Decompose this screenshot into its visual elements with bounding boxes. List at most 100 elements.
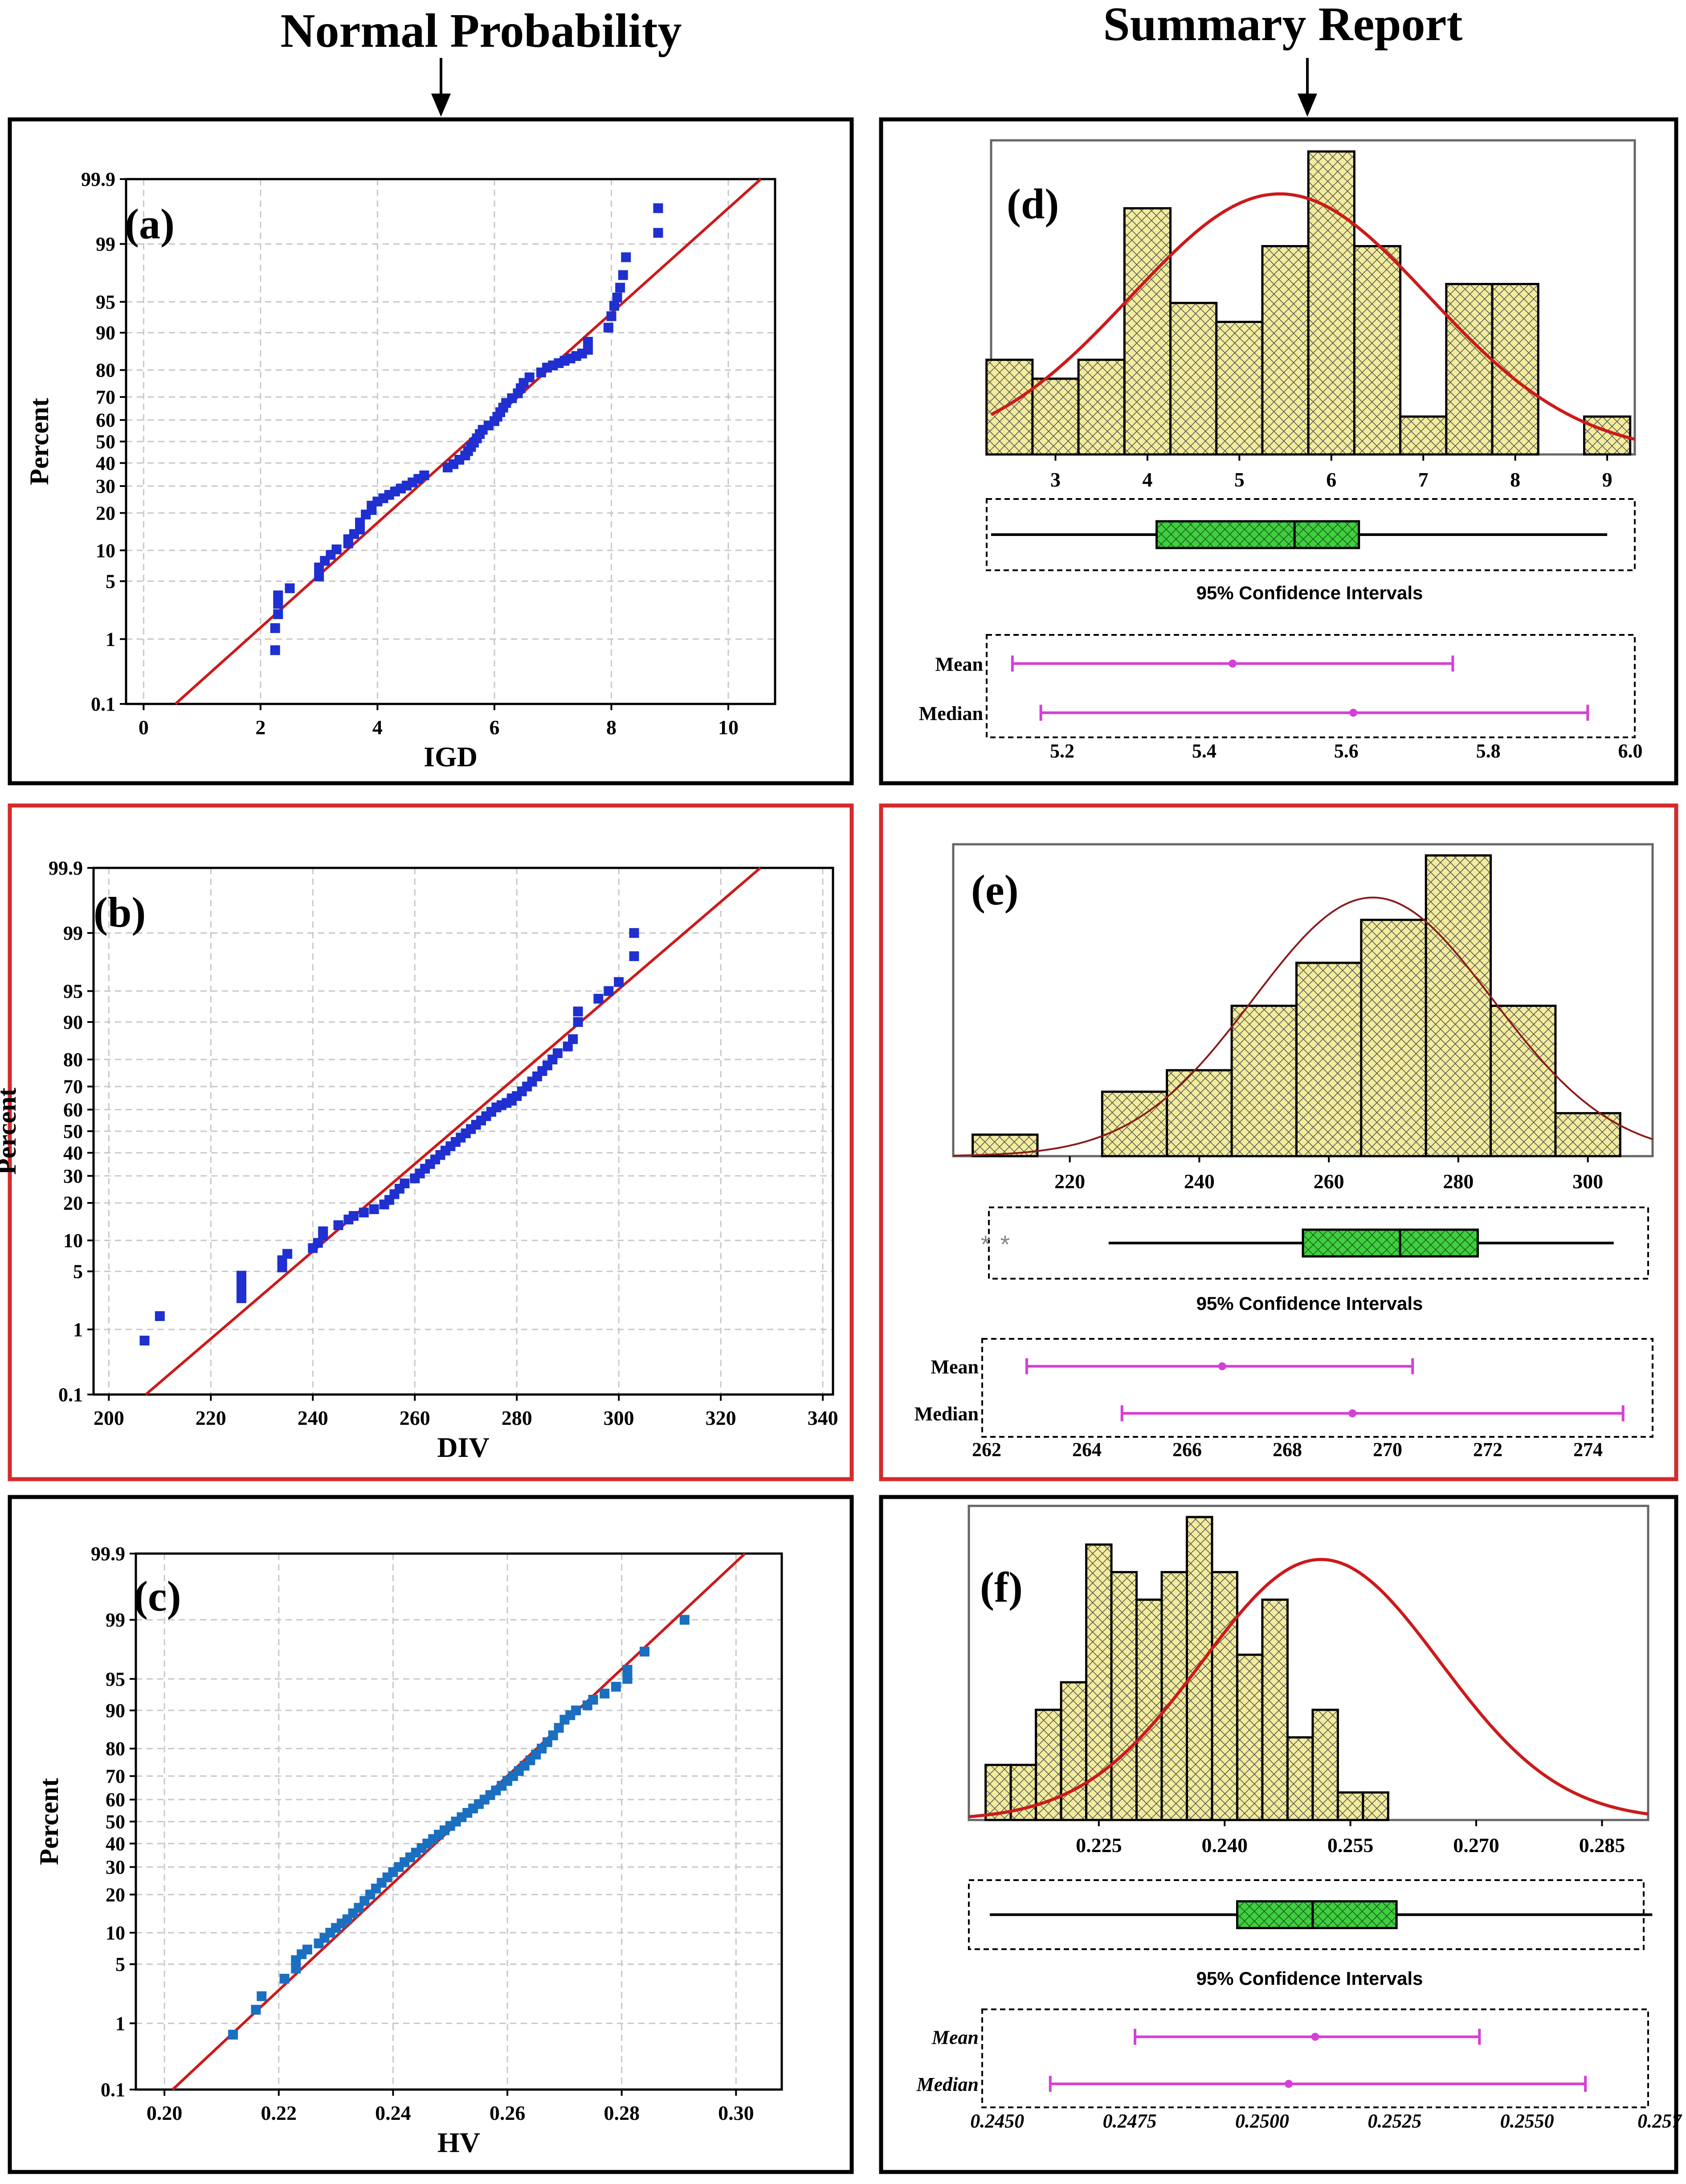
ci-axis-tick-label: 0.2500 (1235, 2110, 1289, 2132)
x-tick-label: 260 (400, 1407, 430, 1429)
y-tick-label: 1 (115, 2012, 125, 2034)
panel-frame-a (8, 117, 854, 785)
hist-bar (1135, 1598, 1163, 1821)
panel-f: 0.225 0.240 0.255 0.270 0.285 (f) 95% Confiden… (879, 1495, 1682, 2174)
boxplot-frame-e (988, 1207, 1649, 1280)
data-point (603, 323, 613, 333)
x-tick-label: 280 (502, 1407, 532, 1429)
x-tick-label: 300 (1572, 1170, 1603, 1193)
y-tick-label: 50 (63, 1121, 83, 1142)
data-point (270, 623, 280, 633)
data-point (583, 345, 593, 355)
y-tick-label: 30 (106, 1857, 125, 1878)
hist-bar (1490, 1005, 1557, 1157)
data-point (583, 337, 593, 347)
data-point (419, 470, 429, 481)
data-point (279, 1974, 290, 1984)
data-point (552, 1048, 563, 1058)
x-tick-label: 7 (1418, 468, 1429, 491)
ci-axis-tick-label: 0.257 (1637, 2110, 1682, 2132)
x-tick-label: 0.225 (1076, 1834, 1122, 1857)
y-tick-label: 10 (96, 540, 115, 561)
y-tick-label: 60 (96, 409, 115, 431)
data-point (359, 1207, 369, 1218)
data-point (273, 590, 283, 601)
data-point (331, 544, 342, 555)
y-tick-label: 30 (63, 1165, 83, 1187)
x-tick-label: 0.24 (375, 2102, 411, 2124)
x-tick-label: 0.28 (604, 2102, 640, 2124)
data-point (622, 1665, 633, 1675)
y-axis-label: Percent (0, 1088, 21, 1174)
x-tick-label: 9 (1602, 468, 1613, 491)
y-tick-label: 80 (63, 1049, 83, 1071)
data-point (593, 994, 604, 1004)
header-normal-probability: Normal Probability (281, 4, 682, 57)
y-tick-label: 20 (106, 1884, 125, 1906)
x-tick-label: 0.22 (261, 2102, 297, 2124)
ci-axis-tick-label: 274 (1573, 1439, 1603, 1460)
x-tick-label: 0.285 (1579, 1834, 1625, 1857)
ci-axis-tick-label: 0.2525 (1368, 2110, 1421, 2132)
data-point (139, 1335, 150, 1346)
ci-axis-tick-label: 5.4 (1192, 740, 1217, 762)
data-point (615, 282, 625, 293)
boxplot-box (1155, 520, 1360, 549)
panel-d: 3 4 5 6 7 8 9 (d) 95% Confidence Intervals Mean Me… (879, 117, 1678, 785)
y-tick-label: 40 (63, 1142, 83, 1164)
data-point (609, 301, 620, 311)
data-point (257, 1991, 267, 2001)
ci-axis-tick-label: 264 (1072, 1439, 1102, 1460)
hist-bar (1491, 283, 1539, 456)
y-tick-label: 90 (63, 1011, 83, 1033)
data-point (314, 571, 324, 581)
x-tick-label: 4 (372, 716, 383, 739)
hist-bar (1101, 1090, 1168, 1157)
y-axis-label: Percent (34, 1778, 64, 1865)
ci-title-e: 95% Confidence Intervals (1196, 1293, 1423, 1314)
data-point (604, 986, 614, 996)
header-arrow-right (1298, 58, 1317, 117)
hist-bar (1215, 321, 1264, 456)
data-point (291, 1963, 301, 1974)
x-tick-label: 2 (255, 716, 265, 739)
data-point (606, 311, 616, 321)
y-tick-label: 70 (106, 1765, 125, 1787)
hist-bar (1336, 1791, 1364, 1821)
x-tick-label: 6 (1326, 468, 1336, 491)
hist-bar (1123, 207, 1172, 456)
hist-bar (1261, 245, 1310, 456)
hist-bar (1236, 1653, 1264, 1821)
data-point (611, 1681, 621, 1692)
x-tick-label: 0.26 (490, 2102, 526, 2124)
ci-point-estimate (1311, 2033, 1319, 2041)
y-tick-label: 20 (96, 502, 115, 524)
data-point (400, 1178, 410, 1189)
data-point (155, 1311, 165, 1321)
y-tick-label: 99 (63, 922, 83, 944)
ci-axis-tick-label: 270 (1373, 1439, 1402, 1460)
x-tick-label: 0.270 (1453, 1834, 1499, 1857)
x-tick-label: 300 (604, 1407, 634, 1429)
boxplot-outlier: * (981, 1230, 991, 1258)
x-tick-label: 200 (94, 1407, 124, 1429)
data-point (573, 1006, 583, 1017)
x-tick-label: 4 (1142, 468, 1152, 491)
x-tick-label: 320 (706, 1407, 736, 1429)
x-axis-label: DIV (437, 1431, 489, 1463)
x-tick-label: 220 (1054, 1170, 1085, 1193)
ci-frame-f (981, 2008, 1649, 2108)
ci-title-d: 95% Confidence Intervals (1196, 582, 1423, 603)
panel-frame-c (8, 1495, 854, 2174)
header-summary-report: Summary Report (1103, 0, 1463, 51)
data-point (568, 1034, 578, 1044)
data-point (273, 599, 283, 609)
data-point (614, 977, 624, 987)
hist-bar (1211, 1571, 1238, 1821)
x-tick-label: 260 (1314, 1170, 1344, 1193)
y-tick-label: 0.1 (58, 1384, 83, 1406)
data-point (548, 1730, 558, 1740)
data-point (571, 1705, 581, 1716)
ci-axis-tick-label: 5.2 (1050, 740, 1074, 762)
y-tick-label: 10 (63, 1230, 83, 1252)
